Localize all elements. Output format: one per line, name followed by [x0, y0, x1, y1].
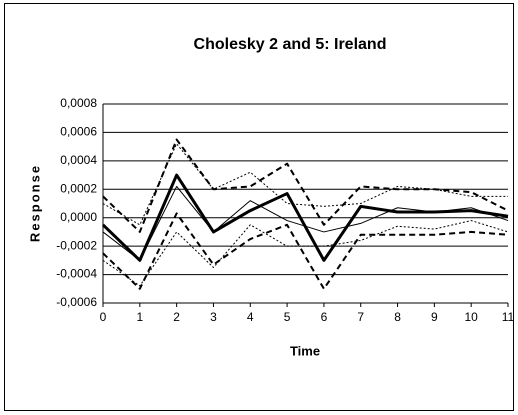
x-tick-label: 2 — [173, 310, 180, 324]
series-line — [102, 212, 509, 290]
series-line — [102, 138, 509, 233]
chart-title: Cholesky 2 and 5: Ireland — [194, 36, 387, 53]
y-tick-label: -0,0006 — [56, 295, 97, 309]
x-tick-label: 0 — [100, 310, 107, 324]
y-tick-label: 0,0002 — [60, 181, 97, 195]
x-tick-label: 9 — [431, 310, 438, 324]
series-line — [102, 143, 508, 226]
x-tick-label: 3 — [210, 310, 217, 324]
x-tick-label: 6 — [321, 310, 328, 324]
x-tick-label: 11 — [502, 310, 515, 324]
x-tick-label: 5 — [284, 310, 291, 324]
x-tick-label: 4 — [247, 310, 254, 324]
series-line — [102, 185, 509, 261]
y-tick-label: 0,0008 — [60, 96, 97, 110]
y-tick-label: 0,0004 — [60, 153, 97, 167]
y-tick-label: -0,0002 — [56, 238, 97, 252]
x-tick-label: 8 — [394, 310, 401, 324]
x-tick-label: 10 — [465, 310, 479, 324]
y-tick-label: 0,0006 — [60, 125, 97, 139]
x-axis-title: Time — [290, 343, 320, 358]
y-tick-label: 0,0000 — [60, 210, 97, 224]
y-tick-label: -0,0004 — [56, 267, 97, 281]
series-line — [102, 220, 509, 287]
x-tick-label: 1 — [136, 310, 143, 324]
y-axis-title: Response — [27, 164, 42, 242]
x-tick-label: 7 — [357, 310, 364, 324]
